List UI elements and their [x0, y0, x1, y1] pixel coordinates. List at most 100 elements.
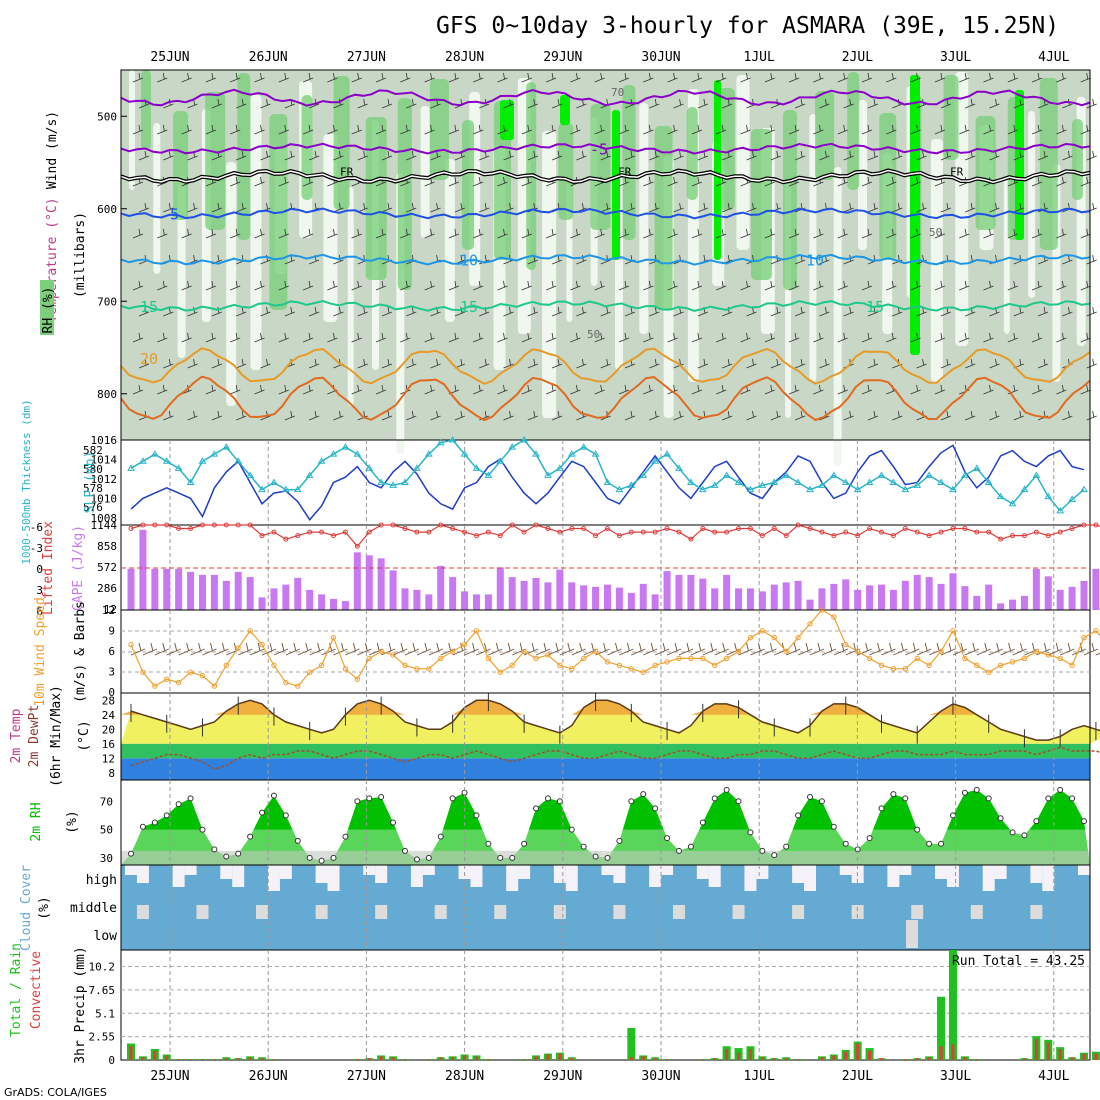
- wind-barb: [618, 280, 630, 291]
- wind-barb: [497, 384, 508, 395]
- surface-wind-barb: [166, 642, 181, 656]
- precip-convective-bar: [713, 1058, 717, 1060]
- wind-speed-marker: [140, 669, 146, 675]
- wind-barb: [788, 332, 800, 343]
- cape-bar: [842, 579, 850, 610]
- wind-barb: [479, 410, 490, 421]
- wind-barb: [260, 306, 271, 317]
- bottom-day-label: 1JUL: [744, 1069, 775, 1084]
- wind-barb: [837, 72, 848, 83]
- rh-green-streak: [975, 116, 996, 230]
- precip-convective-bar: [403, 1059, 407, 1060]
- wind-barb: [1086, 150, 1097, 161]
- rh-bright-streak: [714, 80, 721, 260]
- temp-tick: 20: [102, 723, 115, 736]
- rh-marker: [211, 846, 218, 853]
- rh-marker: [247, 833, 254, 840]
- wind-barb: [521, 332, 532, 343]
- upper-ytick: 500: [97, 110, 117, 123]
- rh-light-streak: [736, 75, 750, 250]
- cape-bar: [270, 588, 278, 610]
- surface-wind-barb: [666, 642, 682, 656]
- thickness-line: [130, 439, 1085, 512]
- rh-green-streak: [1071, 119, 1083, 200]
- wind-barb: [1031, 72, 1043, 83]
- thickness-marker: [722, 471, 731, 478]
- contour-label: 10: [806, 252, 824, 270]
- precip-convective-bar: [129, 1046, 133, 1060]
- wind-barb: [861, 228, 873, 239]
- wind-barb: [1007, 228, 1018, 239]
- wind-speed-marker: [628, 666, 635, 672]
- wind-barb: [503, 150, 514, 161]
- cape-bar: [508, 577, 516, 610]
- surface-wind-barb: [202, 642, 217, 656]
- wind-speed-marker: [950, 628, 956, 634]
- precip-convective-bar: [796, 1059, 800, 1060]
- wind-barb: [1056, 176, 1067, 187]
- cloud-high-gap: [708, 865, 721, 887]
- wind-barb: [545, 228, 557, 239]
- cloud-high-gap: [696, 865, 709, 879]
- rh-marker: [807, 794, 814, 800]
- precip-convective-bar: [1022, 1058, 1026, 1060]
- freezing-line-inner: [120, 169, 1091, 183]
- wind-barb: [163, 202, 174, 213]
- surface-wind-barb: [940, 642, 956, 656]
- cloud-high-gap: [279, 865, 292, 879]
- wind-barb: [545, 384, 557, 395]
- precip-convective-bar: [939, 1046, 943, 1060]
- wind-barb: [1007, 124, 1018, 135]
- wind-barb: [934, 124, 946, 135]
- wind-barb: [254, 384, 265, 395]
- surface-wind-barb: [130, 642, 146, 656]
- precip-convective-bar: [629, 1057, 633, 1060]
- thickness-marker: [639, 471, 648, 478]
- wind-barb: [1086, 98, 1097, 109]
- wind-barb: [843, 202, 854, 213]
- wind-barb: [1086, 306, 1097, 317]
- rh-marker: [711, 795, 718, 802]
- wind-barb: [886, 280, 897, 291]
- wind-barb: [892, 410, 903, 421]
- rh-green-streak: [750, 129, 772, 280]
- rh-marker: [485, 840, 492, 847]
- wind-speed-marker: [175, 679, 182, 686]
- wind-barb: [813, 228, 824, 239]
- wind-barb: [157, 72, 168, 83]
- cape-bar: [341, 601, 349, 610]
- top-day-label: 25JUN: [150, 50, 189, 65]
- wind-barb: [260, 98, 271, 109]
- rh-light-streak: [347, 187, 354, 406]
- cloud-high-gap: [756, 865, 769, 879]
- surface-wind-barb: [500, 642, 515, 656]
- upper-ytick: 700: [97, 295, 117, 308]
- wind-barb: [697, 98, 709, 109]
- surface-wind-barb: [762, 642, 777, 656]
- rh-marker: [759, 847, 766, 854]
- surface-wind-barb: [321, 642, 336, 656]
- temp-tick: 16: [102, 738, 115, 751]
- rh-marker: [783, 843, 790, 850]
- wind-barb: [673, 410, 684, 421]
- wind-barb: [910, 228, 921, 239]
- wind-barb: [351, 72, 362, 83]
- rh-marker: [640, 791, 647, 798]
- rh-marker: [354, 798, 361, 805]
- cape-bar: [770, 584, 778, 610]
- rh-marker: [556, 798, 563, 805]
- cloud-middle-gap: [434, 905, 447, 919]
- wind-barb: [424, 332, 435, 343]
- rh-contour-label: 50: [929, 226, 942, 239]
- wind-barb: [1086, 358, 1097, 369]
- wind-barb: [375, 72, 387, 83]
- wind-barb: [624, 410, 636, 421]
- cape-bar: [306, 589, 314, 610]
- wind-speed-marker: [807, 621, 813, 627]
- rh-green-streak: [783, 110, 797, 290]
- wind-barb: [503, 358, 514, 369]
- wind-barb: [867, 306, 879, 317]
- wind-barb: [132, 332, 144, 343]
- thickness-tick: 576: [83, 501, 103, 514]
- wind-speed-marker: [997, 662, 1004, 669]
